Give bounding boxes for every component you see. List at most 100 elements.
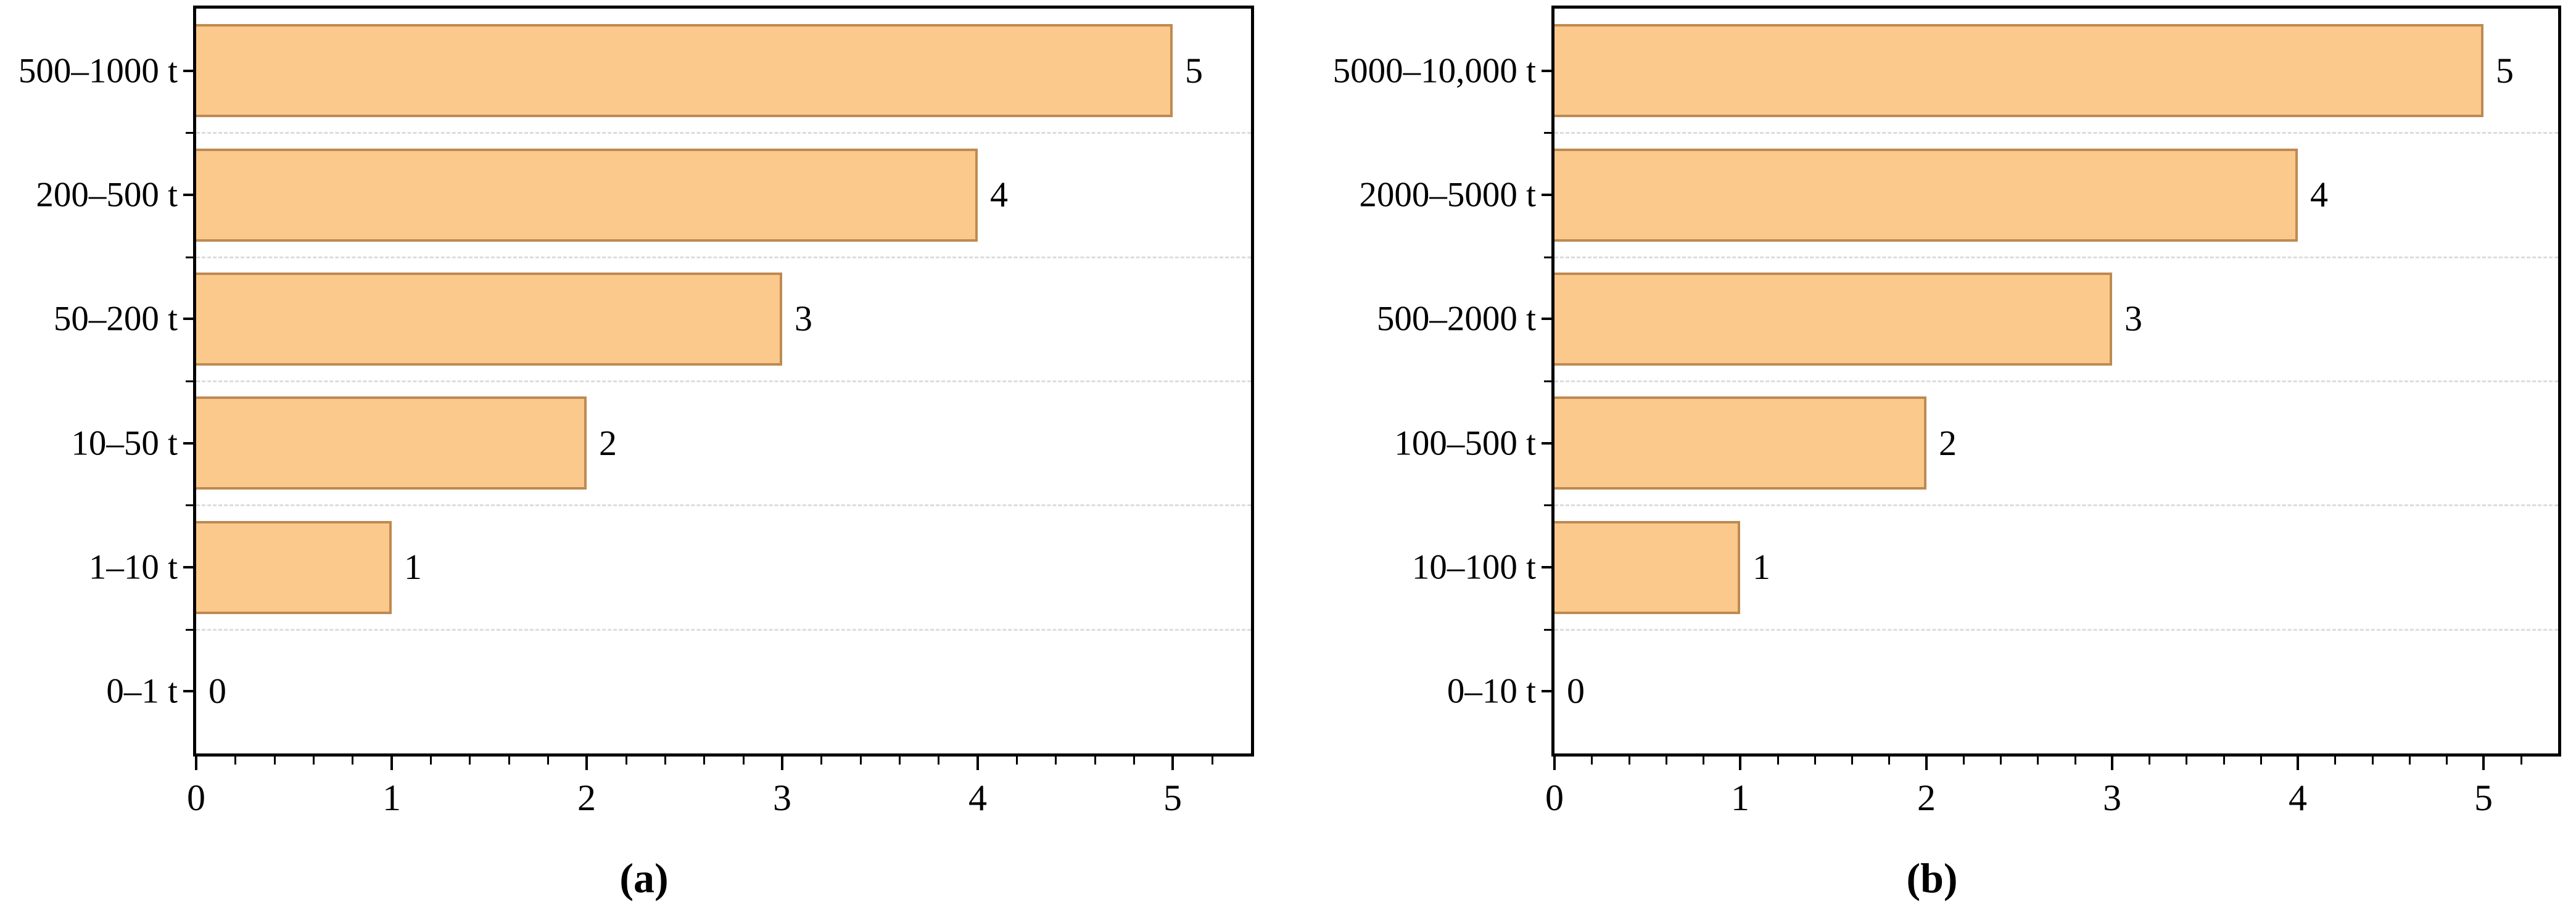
x-major-tick [585,757,588,770]
bar-value-label: 4 [2310,174,2328,215]
x-minor-tick [1851,757,1853,765]
bar [1554,24,2483,117]
y-minor-tick [186,380,193,382]
x-minor-tick [899,757,901,765]
x-minor-tick [1963,757,1965,765]
y-major-tick [1542,442,1551,445]
x-minor-tick [2074,757,2076,765]
x-tick-label: 4 [968,777,987,818]
x-minor-tick [469,757,471,765]
x-tick-label: 1 [1731,777,1749,818]
y-major-tick [183,566,193,568]
x-major-tick [1553,757,1556,770]
x-minor-tick [1814,757,1816,765]
bar-value-label: 2 [599,422,617,463]
y-tick-label: 500–1000 t [18,51,178,91]
x-minor-tick [1629,757,1630,765]
y-tick-label: 500–2000 t [1376,299,1536,338]
x-minor-tick [2000,757,2002,765]
y-minor-tick [1544,629,1551,631]
panel-caption-b: (b) [1906,855,1958,901]
bar-value-label: 4 [990,174,1008,215]
y-tick-label: 2000–5000 t [1359,175,1536,215]
y-tick-label: 1–10 t [88,548,178,587]
x-minor-tick [820,757,822,765]
x-minor-tick [938,757,939,765]
gridline [196,380,1251,382]
y-tick-label: 10–100 t [1411,548,1536,587]
bar-value-label: 0 [208,671,226,712]
x-major-tick [2482,757,2485,770]
gridline [1554,504,2558,506]
x-minor-tick [2037,757,2039,765]
x-major-tick [1739,757,1741,770]
bar [1554,521,1740,614]
bar [1554,396,1926,490]
y-major-tick [1542,690,1551,692]
x-minor-tick [313,757,315,765]
bar [196,24,1173,117]
x-minor-tick [2149,757,2150,765]
x-minor-tick [860,757,862,765]
x-minor-tick [664,757,666,765]
x-minor-tick [2446,757,2448,765]
y-tick-label: 100–500 t [1394,424,1536,463]
y-major-tick [183,194,193,196]
bar-value-label: 5 [2496,50,2514,91]
bar [1554,149,2298,242]
y-tick-label: 50–200 t [53,299,178,338]
gridline [196,504,1251,506]
x-minor-tick [1888,757,1890,765]
x-minor-tick [1094,757,1096,765]
bar [196,149,978,242]
y-tick-label: 10–50 t [71,424,178,463]
x-tick-label: 4 [2289,777,2307,818]
y-minor-tick [186,132,193,134]
gridline [196,629,1251,631]
gridline [196,256,1251,258]
x-tick-label: 5 [2474,777,2493,818]
y-tick-label: 5000–10,000 t [1332,51,1536,91]
x-minor-tick [1591,757,1593,765]
x-tick-label: 3 [773,777,791,818]
bar [196,273,782,366]
x-minor-tick [2372,757,2374,765]
y-minor-tick [186,504,193,506]
y-minor-tick [1544,256,1551,258]
gridline [1554,256,2558,258]
y-major-tick [1542,318,1551,320]
bar-value-label: 3 [795,298,812,339]
gridline [1554,380,2558,382]
x-minor-tick [508,757,510,765]
gridline [196,132,1251,134]
x-minor-tick [1212,757,1213,765]
y-minor-tick [1544,380,1551,382]
bar [1554,273,2112,366]
y-tick-label: 0–1 t [106,671,178,711]
x-major-tick [2111,757,2113,770]
bar [196,396,587,490]
bar-value-label: 1 [1752,547,1770,587]
y-minor-tick [1544,504,1551,506]
x-minor-tick [274,757,276,765]
bar-value-label: 2 [1939,422,1957,463]
bar [196,521,392,614]
x-tick-label: 2 [577,777,596,818]
x-minor-tick [2260,757,2262,765]
x-major-tick [195,757,197,770]
x-minor-tick [430,757,432,765]
y-major-tick [1542,566,1551,568]
y-tick-label: 0–10 t [1447,671,1536,711]
x-minor-tick [1777,757,1779,765]
x-major-tick [1171,757,1174,770]
x-minor-tick [1055,757,1057,765]
x-tick-label: 2 [1917,777,1936,818]
x-minor-tick [2223,757,2225,765]
x-minor-tick [2409,757,2411,765]
x-minor-tick [2334,757,2336,765]
x-minor-tick [703,757,705,765]
y-tick-label: 200–500 t [36,175,178,215]
x-minor-tick [547,757,549,765]
bar-value-label: 1 [404,547,422,587]
